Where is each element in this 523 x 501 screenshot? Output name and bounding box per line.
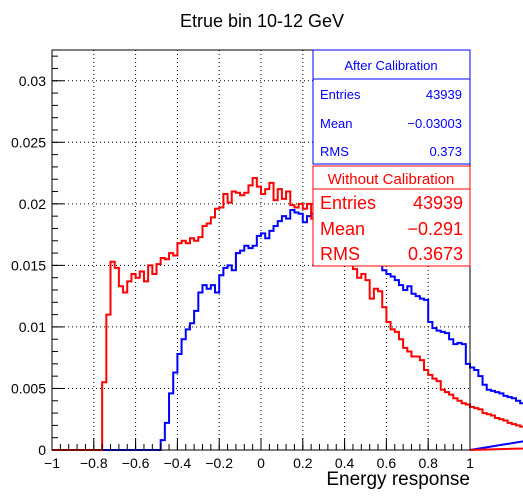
x-tick-labels: −1 −0.8 −0.6 −0.4 −0.2 0 0.2 0.4 0.6 0.8 1 (44, 455, 474, 471)
x-tick-label: 0.4 (335, 455, 355, 471)
x-tick-label: 0.6 (377, 455, 397, 471)
x-tick-label: −0.8 (80, 455, 108, 471)
y-tick-label: 0.005 (11, 380, 46, 396)
stats-without-entries-label: Entries (320, 193, 376, 213)
stats-after-title: After Calibration (344, 58, 437, 73)
stats-after-rms-label: RMS (320, 144, 349, 159)
y-tick-label: 0.025 (11, 134, 46, 150)
stats-box-after: After Calibration Entries 43939 Mean −0.… (312, 49, 471, 165)
x-tick-label: −1 (44, 455, 60, 471)
stats-without-rms-value: 0.3673 (408, 244, 463, 264)
x-tick-label: 1 (466, 455, 474, 471)
x-axis-label: Energy response (326, 469, 470, 490)
stats-after-mean-label: Mean (320, 116, 353, 131)
x-tick-label: −0.6 (122, 455, 150, 471)
x-tick-label: −0.4 (164, 455, 192, 471)
stats-without-mean-label: Mean (320, 219, 365, 239)
stats-without-entries-value: 43939 (413, 193, 463, 213)
stats-without-title: Without Calibration (328, 171, 455, 188)
stats-without-rms-label: RMS (320, 244, 360, 264)
x-tick-label: −0.2 (205, 455, 233, 471)
y-tick-label: 0 (38, 442, 46, 458)
y-tick-label: 0.03 (19, 73, 46, 89)
stats-after-entries-value: 43939 (426, 87, 462, 102)
stats-box-without: Without Calibration Entries 43939 Mean −… (312, 165, 471, 267)
y-tick-labels: 0 0.005 0.01 0.015 0.02 0.025 0.03 (11, 73, 46, 458)
stats-after-rms-value: 0.373 (429, 144, 462, 159)
y-tick-label: 0.01 (19, 319, 46, 335)
x-tick-label: 0 (257, 455, 265, 471)
axis-ticks (51, 55, 471, 451)
x-tick-label: 0.8 (418, 455, 438, 471)
stats-without-mean-value: −0.291 (407, 219, 463, 239)
chart-title: Etrue bin 10-12 GeV (180, 11, 344, 31)
stats-after-entries-label: Entries (320, 87, 361, 102)
x-tick-label: 0.2 (293, 455, 313, 471)
y-tick-label: 0.015 (11, 257, 46, 273)
stats-after-mean-value: −0.03003 (407, 116, 462, 131)
y-tick-label: 0.02 (19, 196, 46, 212)
